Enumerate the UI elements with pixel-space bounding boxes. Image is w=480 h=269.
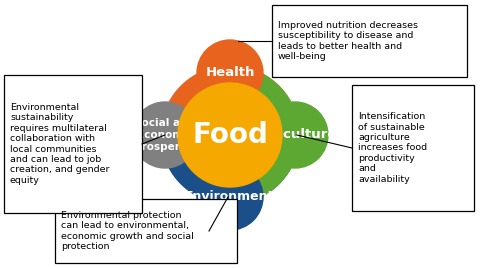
Circle shape: [197, 164, 263, 230]
FancyBboxPatch shape: [272, 5, 467, 77]
Text: Agriculture: Agriculture: [253, 129, 337, 141]
Text: Environmental
sustainability
requires multilateral
collaboration with
local comm: Environmental sustainability requires mu…: [10, 103, 109, 185]
Text: Social and
Economic
Prosperity: Social and Economic Prosperity: [134, 118, 196, 152]
Text: Food: Food: [192, 121, 268, 149]
Circle shape: [262, 102, 328, 168]
Circle shape: [197, 40, 263, 106]
Text: Environmental protection
can lead to environmental,
economic growth and social
p: Environmental protection can lead to env…: [61, 211, 194, 251]
FancyBboxPatch shape: [352, 85, 474, 211]
FancyBboxPatch shape: [55, 199, 237, 263]
Circle shape: [132, 102, 198, 168]
Text: Improved nutrition decreases
susceptibility to disease and
leads to better healt: Improved nutrition decreases susceptibil…: [278, 21, 418, 61]
Text: Intensification
of sustainable
agriculture
increases food
productivity
and
avail: Intensification of sustainable agricultu…: [358, 112, 427, 184]
Circle shape: [178, 83, 282, 187]
FancyBboxPatch shape: [4, 75, 142, 213]
Text: Environment: Environment: [185, 190, 275, 204]
Text: Health: Health: [205, 66, 255, 80]
